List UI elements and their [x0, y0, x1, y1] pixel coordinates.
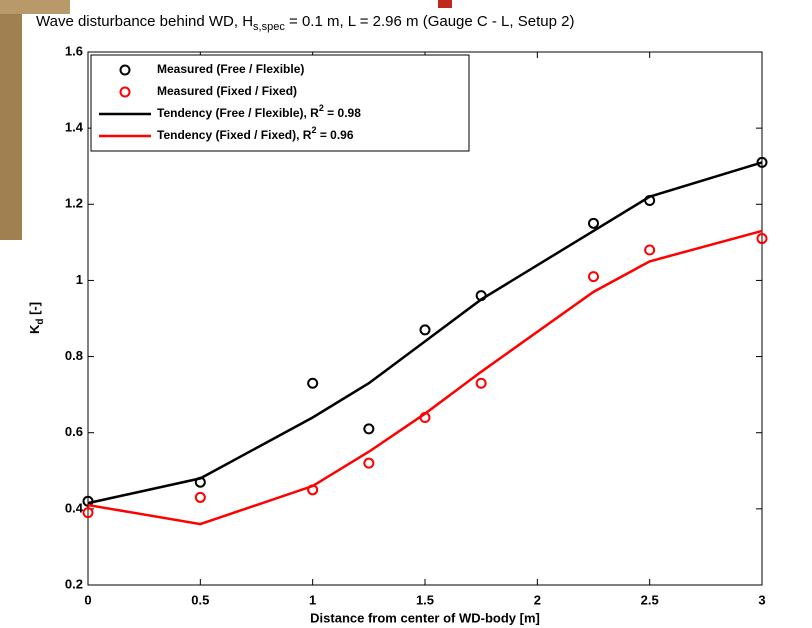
y-tick-label: 0.2 [65, 576, 83, 591]
legend-box [90, 54, 470, 152]
legend-text: = 0.98 [324, 106, 361, 120]
legend-text: = 0.96 [317, 128, 354, 142]
photo-fragment [0, 0, 22, 240]
y-tick-label: 1.6 [65, 43, 83, 58]
x-axis-label: Distance from center of WD-body [m] [310, 610, 540, 625]
data-point [82, 507, 94, 519]
data-point [588, 217, 599, 229]
x-tick-label: 0 [84, 592, 91, 607]
y-tick-label: 1.2 [65, 196, 83, 211]
y-tick-label: 0.8 [65, 348, 83, 363]
chart-title: Wave disturbance behind WD, Hs,spec = 0.… [36, 13, 574, 33]
legend-label: Tendency (Fixed / Fixed), R2 = 0.96 [157, 125, 354, 142]
legend-text: 2 [319, 103, 324, 113]
tendency-line [87, 161, 763, 505]
title-subscript: s,spec [253, 21, 285, 33]
y-label-text: K [27, 324, 42, 334]
legend-label: Measured (Free / Flexible) [157, 62, 304, 76]
legend-text: Tendency (Fixed / Fixed), R [157, 128, 312, 142]
y-label-text: [-] [27, 302, 42, 319]
photo-fragment [438, 0, 452, 8]
data-point [363, 423, 375, 435]
legend-label: Measured (Fixed / Fixed) [157, 84, 297, 98]
data-point [475, 377, 487, 389]
x-tick-label: 0.5 [191, 592, 209, 607]
legend-marker [119, 86, 131, 98]
x-tick-label: 2.5 [641, 592, 659, 607]
data-point [194, 491, 206, 503]
legend-text: Measured (Free / Flexible) [157, 62, 304, 76]
y-axis-label: Kd [-] [27, 302, 45, 334]
title-text: Wave disturbance behind WD, H [36, 13, 253, 30]
y-label-subscript: d [35, 319, 46, 325]
data-point [363, 457, 375, 469]
x-tick-label: 1 [309, 592, 316, 607]
tendency-line [87, 229, 763, 526]
data-point [644, 244, 656, 256]
data-point [588, 271, 599, 283]
x-tick-label: 2 [534, 592, 541, 607]
y-tick-label: 1.4 [65, 120, 84, 135]
y-tick-label: 0.4 [65, 500, 84, 515]
x-tick-label: 3 [758, 592, 765, 607]
y-tick-label: 1 [76, 272, 83, 287]
data-point [756, 233, 768, 245]
legend: Measured (Free / Flexible) Measured (Fixe… [90, 54, 470, 152]
x-tick-label: 1.5 [416, 592, 434, 607]
photo-fragment [0, 0, 70, 14]
data-point [307, 377, 319, 389]
legend-text: Tendency (Free / Flexible), R [157, 106, 319, 120]
legend-label: Tendency (Free / Flexible), R2 = 0.98 [157, 103, 361, 120]
legend-text: Measured (Fixed / Fixed) [157, 84, 297, 98]
legend-text: 2 [311, 125, 316, 135]
data-point [419, 324, 431, 336]
legend-marker [119, 64, 131, 76]
y-tick-label: 0.6 [65, 424, 83, 439]
data-point [756, 156, 768, 168]
title-text: = 0.1 m, L = 2.96 m (Gauge C - L, Setup … [285, 13, 575, 30]
